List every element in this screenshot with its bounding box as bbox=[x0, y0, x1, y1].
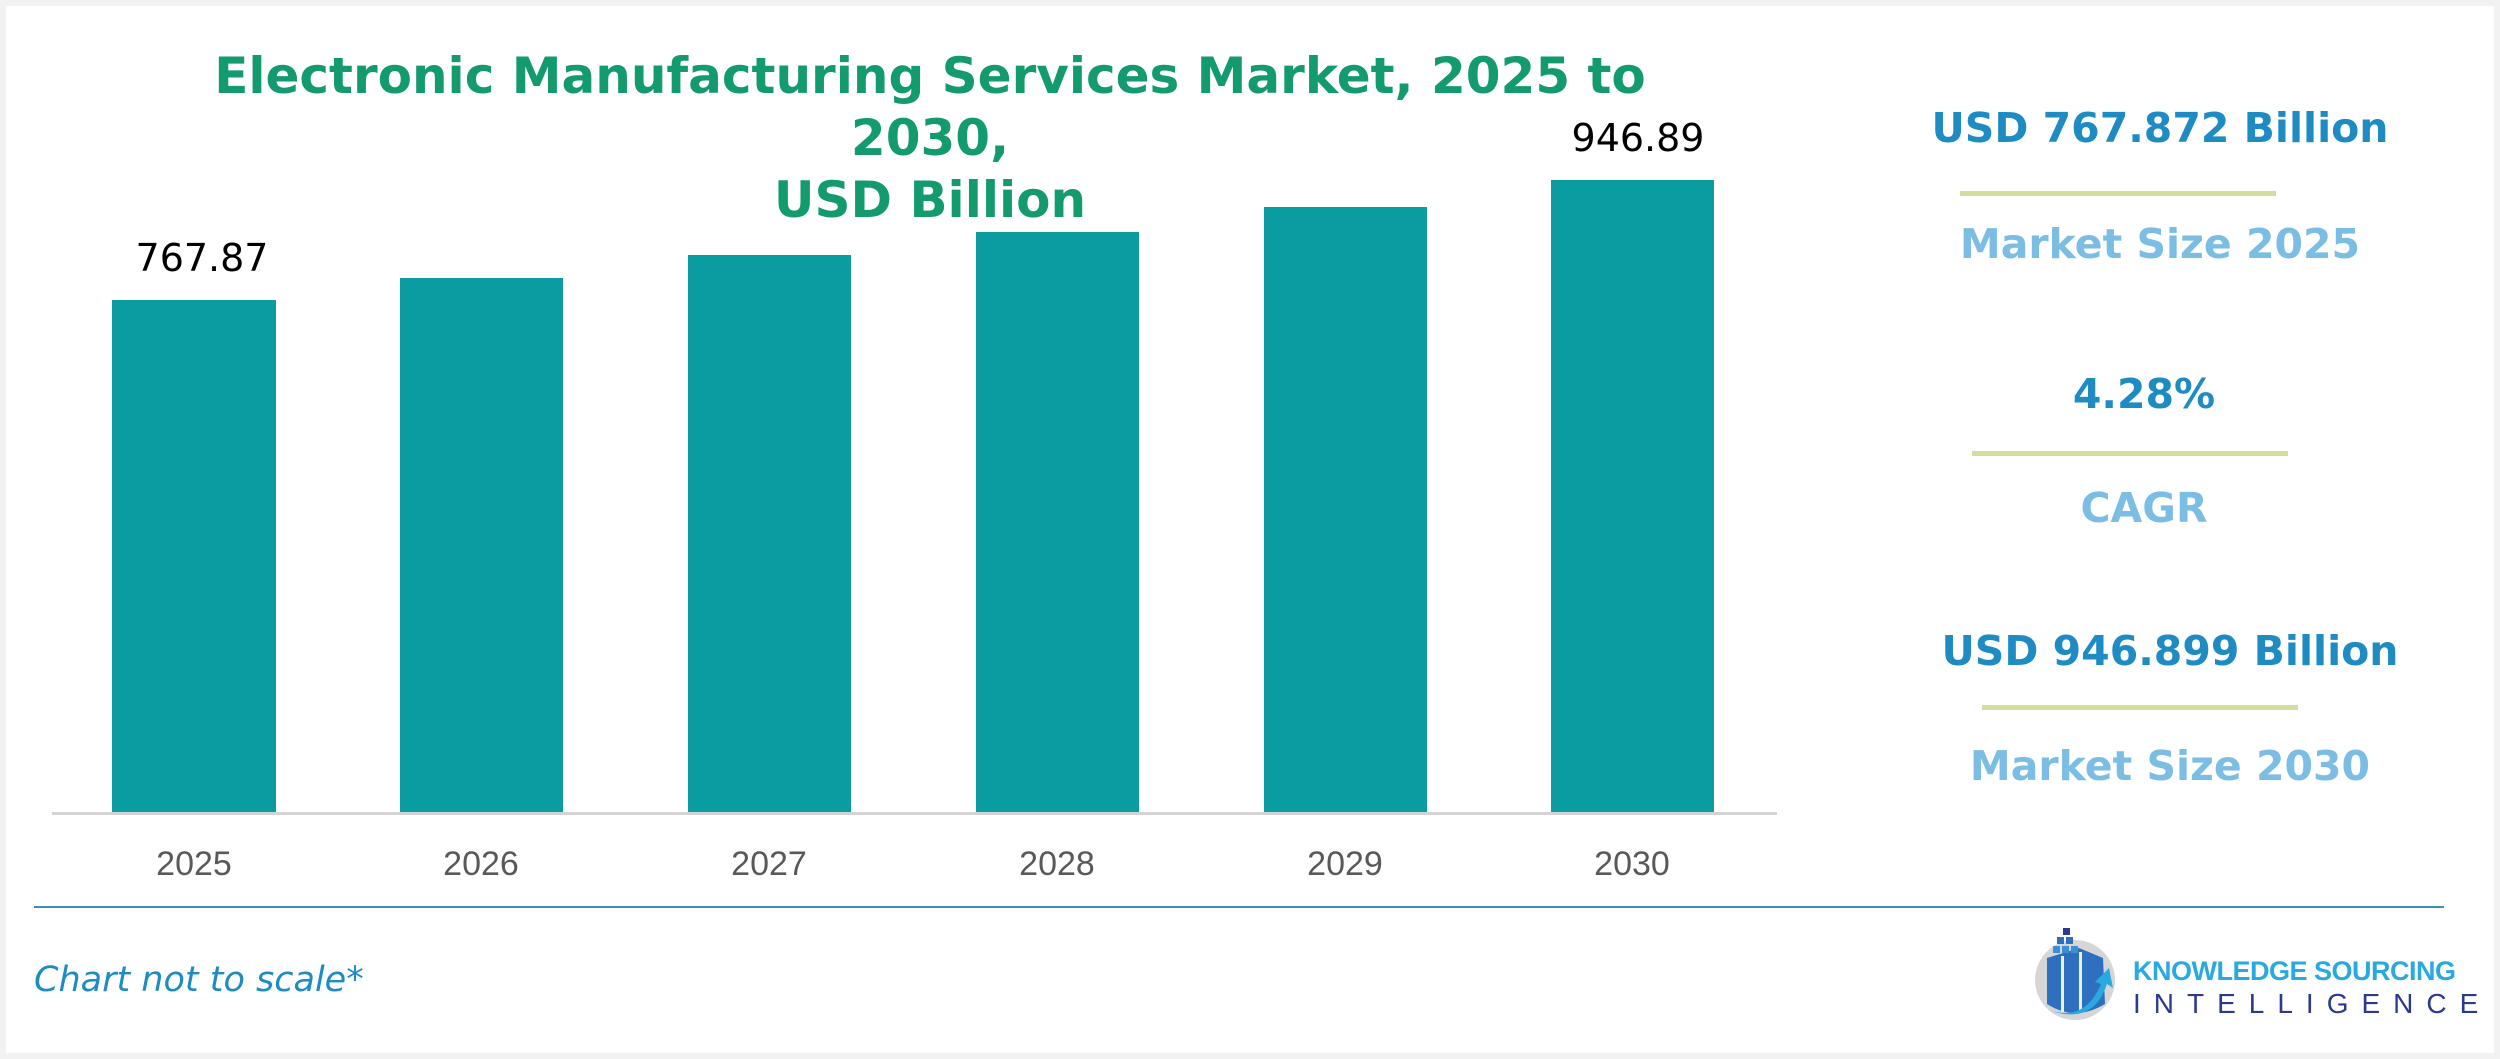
footer-divider bbox=[34, 906, 2444, 908]
bar-2025 bbox=[112, 300, 276, 813]
bar-2026 bbox=[400, 278, 563, 813]
chart-title-line-1: Electronic Manufacturing Services Market… bbox=[214, 47, 1646, 167]
divider-rule bbox=[1972, 451, 2288, 456]
x-tick-2030: 2030 bbox=[1594, 845, 1670, 883]
bar-2030 bbox=[1551, 180, 1714, 813]
divider-rule bbox=[1982, 705, 2298, 710]
x-tick-2026: 2026 bbox=[443, 845, 519, 883]
market-size-2030-value: USD 946.899 Billion bbox=[1941, 627, 2399, 675]
x-tick-2029: 2029 bbox=[1307, 845, 1383, 883]
logo-text-intelligence: INTELLIGENCE bbox=[2133, 988, 2492, 1019]
market-size-2025-value: USD 767.872 Billion bbox=[1931, 104, 2389, 152]
x-tick-2025: 2025 bbox=[156, 845, 232, 883]
company-logo: KNOWLEDGE SOURCING INTELLIGENCE bbox=[2035, 918, 2478, 1028]
bar-chart: 767.87 946.89 2025 2026 2027 2028 2029 2… bbox=[52, 116, 1777, 883]
x-tick-2027: 2027 bbox=[731, 845, 807, 883]
divider-rule bbox=[1960, 191, 2276, 196]
chart-footnote: Chart not to scale* bbox=[34, 960, 364, 1000]
logo-globe-icon bbox=[2035, 928, 2115, 1020]
cagr-label: CAGR bbox=[2080, 484, 2208, 532]
market-size-2030-label: Market Size 2030 bbox=[1969, 742, 2371, 790]
bar-2029 bbox=[1264, 207, 1427, 813]
market-size-2025-label: Market Size 2025 bbox=[1959, 220, 2361, 268]
data-label-2030: 946.89 bbox=[1571, 116, 1705, 160]
data-label-2025: 767.87 bbox=[135, 236, 269, 280]
stats-panel: USD 767.872 Billion Market Size 2025 4.2… bbox=[1860, 0, 2500, 900]
cagr-value: 4.28% bbox=[2072, 370, 2216, 418]
x-tick-2028: 2028 bbox=[1019, 845, 1095, 883]
chart-title-line-2: USD Billion bbox=[773, 171, 1087, 229]
bar-2028 bbox=[976, 232, 1139, 813]
chart-title: Electronic Manufacturing Services Market… bbox=[200, 45, 1660, 231]
bar-2027 bbox=[688, 255, 851, 813]
x-axis-line bbox=[52, 812, 1777, 815]
logo-text-knowledge-sourcing: KNOWLEDGE SOURCING bbox=[2133, 956, 2456, 986]
